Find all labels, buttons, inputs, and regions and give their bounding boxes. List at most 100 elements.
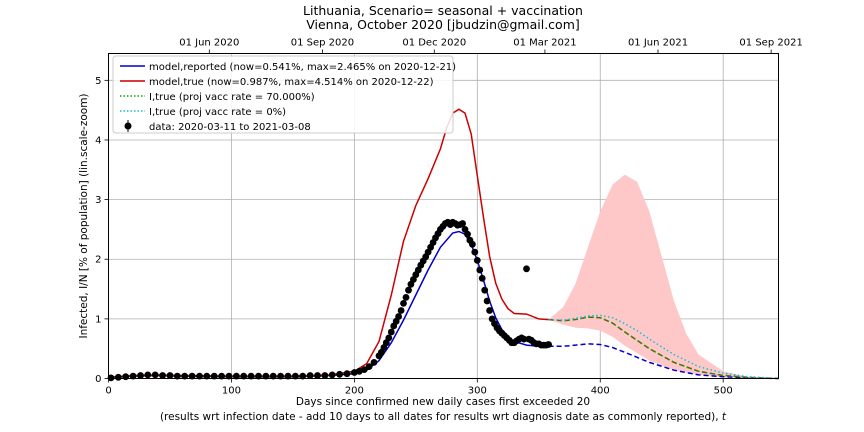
data-point-1 (114, 373, 122, 381)
data-point-37 (370, 359, 378, 366)
data-point-28 (314, 372, 321, 379)
top-tick-label-1: 01 Sep 2020 (291, 38, 354, 49)
data-point-42 (385, 334, 393, 342)
data-point-72 (459, 220, 466, 227)
data-point-14 (210, 372, 218, 380)
data-point-97 (520, 335, 528, 343)
data-point-47 (397, 307, 405, 314)
chart-title: Lithuania, Scenario= seasonal + vaccinat… (303, 3, 583, 18)
legend-label-vacc70: I,true (proj vacc rate = 70.000%) (149, 92, 315, 103)
top-tick-label-5: 01 Sep 2021 (739, 38, 802, 49)
data-point-35 (360, 366, 368, 373)
data-point-10 (181, 372, 189, 380)
top-tick-label-0: 01 Jun 2020 (179, 38, 239, 49)
series-line-2 (548, 343, 779, 380)
data-points (107, 218, 552, 382)
data-point-8 (166, 372, 174, 379)
data-point-98 (523, 265, 530, 273)
legend-label-data: data: 2020-03-11 to 2021-03-08 (149, 122, 311, 133)
data-point-17 (233, 372, 240, 380)
data-point-5 (144, 371, 152, 379)
data-point-2 (122, 373, 130, 381)
data-point-23 (277, 372, 284, 380)
data-point-29 (321, 372, 329, 379)
x-tick-label-1: 100 (222, 386, 241, 397)
data-point-74 (464, 230, 471, 238)
series-line-5 (548, 314, 779, 380)
y-tick-label-4: 4 (95, 135, 101, 146)
top-tick-label-3: 01 Mar 2021 (513, 38, 576, 49)
data-point-48 (400, 300, 407, 307)
legend-label-true: model,true (now=0.987%, max=4.514% on 20… (149, 77, 434, 88)
data-point-3 (129, 372, 137, 380)
data-point-19 (247, 372, 255, 380)
projection-band (548, 174, 779, 379)
y-tick-label-3: 3 (95, 195, 101, 206)
data-point-15 (218, 372, 226, 380)
y-tick-label-1: 1 (95, 314, 101, 325)
legend: model,reported (now=0.541%, max=2.465% o… (112, 55, 456, 134)
data-point-46 (395, 313, 402, 320)
data-point-77 (471, 248, 479, 256)
data-point-16 (225, 372, 233, 380)
data-point-43 (387, 328, 395, 336)
top-tick-label-2: 01 Dec 2020 (402, 38, 466, 49)
x-tick-label-4: 400 (591, 386, 610, 397)
data-point-78 (473, 257, 481, 264)
data-point-49 (402, 294, 410, 301)
data-point-18 (240, 372, 248, 380)
legend-label-vacc0: I,true (proj vacc rate = 0%) (149, 107, 286, 118)
y-axis-label: Infected, I/N [% of population] (lin.sca… (78, 93, 90, 338)
data-point-4 (137, 372, 144, 379)
x-tick-label-3: 300 (468, 386, 487, 397)
data-point-80 (478, 274, 486, 282)
data-point-26 (299, 372, 307, 380)
top-tick-label-4: 01 Jun 2021 (628, 38, 688, 49)
data-point-9 (173, 372, 181, 380)
legend-label-reported: model,reported (now=0.541%, max=2.465% o… (149, 62, 456, 73)
data-point-82 (483, 297, 491, 305)
legend-box (112, 55, 454, 134)
plot-frame (108, 53, 779, 379)
legend-marker-data (124, 122, 132, 130)
x-tick-label-5: 500 (714, 386, 733, 397)
top-axis-ticks: 01 Jun 2020 01 Sep 2020 01 Dec 2020 01 Mar … (179, 38, 803, 54)
projection-band-area (548, 174, 779, 379)
data-point-79 (476, 266, 484, 274)
data-point-0 (107, 374, 115, 382)
data-point-50 (405, 286, 412, 294)
data-point-7 (159, 372, 167, 379)
data-point-76 (469, 240, 476, 248)
data-point-21 (262, 372, 270, 380)
chart-subtitle: Vienna, October 2020 [jbudzin@gmail.com] (306, 17, 580, 32)
y-tick-label-0: 0 (95, 374, 101, 385)
data-point-83 (486, 307, 493, 314)
x-axis-ticks: 0 100 200 300 400 500 (105, 378, 733, 397)
data-point-107 (545, 341, 552, 348)
data-point-25 (292, 372, 299, 380)
y-tick-label-2: 2 (95, 255, 101, 266)
x-tick-label-2: 200 (345, 386, 364, 397)
x-axis-label-secondary: (results wrt infection date - add 10 day… (160, 411, 727, 423)
data-point-30 (328, 371, 336, 379)
data-point-11 (188, 372, 196, 380)
data-point-22 (269, 372, 277, 380)
y-axis-ticks: 0 1 2 3 4 5 (95, 76, 109, 385)
x-axis-label: Days since confirmed new daily cases fir… (296, 396, 590, 408)
data-point-13 (203, 372, 211, 380)
data-point-27 (306, 372, 314, 379)
series-line-1 (108, 108, 549, 379)
x-tick-label-0: 0 (105, 386, 111, 397)
series-line-4 (548, 316, 779, 380)
data-point-20 (255, 372, 262, 380)
data-point-32 (343, 370, 351, 378)
series-line-0 (108, 230, 549, 379)
data-point-81 (481, 286, 489, 294)
data-point-6 (151, 371, 159, 379)
data-point-12 (196, 372, 203, 380)
data-point-31 (336, 370, 343, 378)
y-tick-label-5: 5 (95, 76, 101, 87)
data-point-36 (365, 363, 373, 370)
data-point-24 (284, 372, 292, 380)
